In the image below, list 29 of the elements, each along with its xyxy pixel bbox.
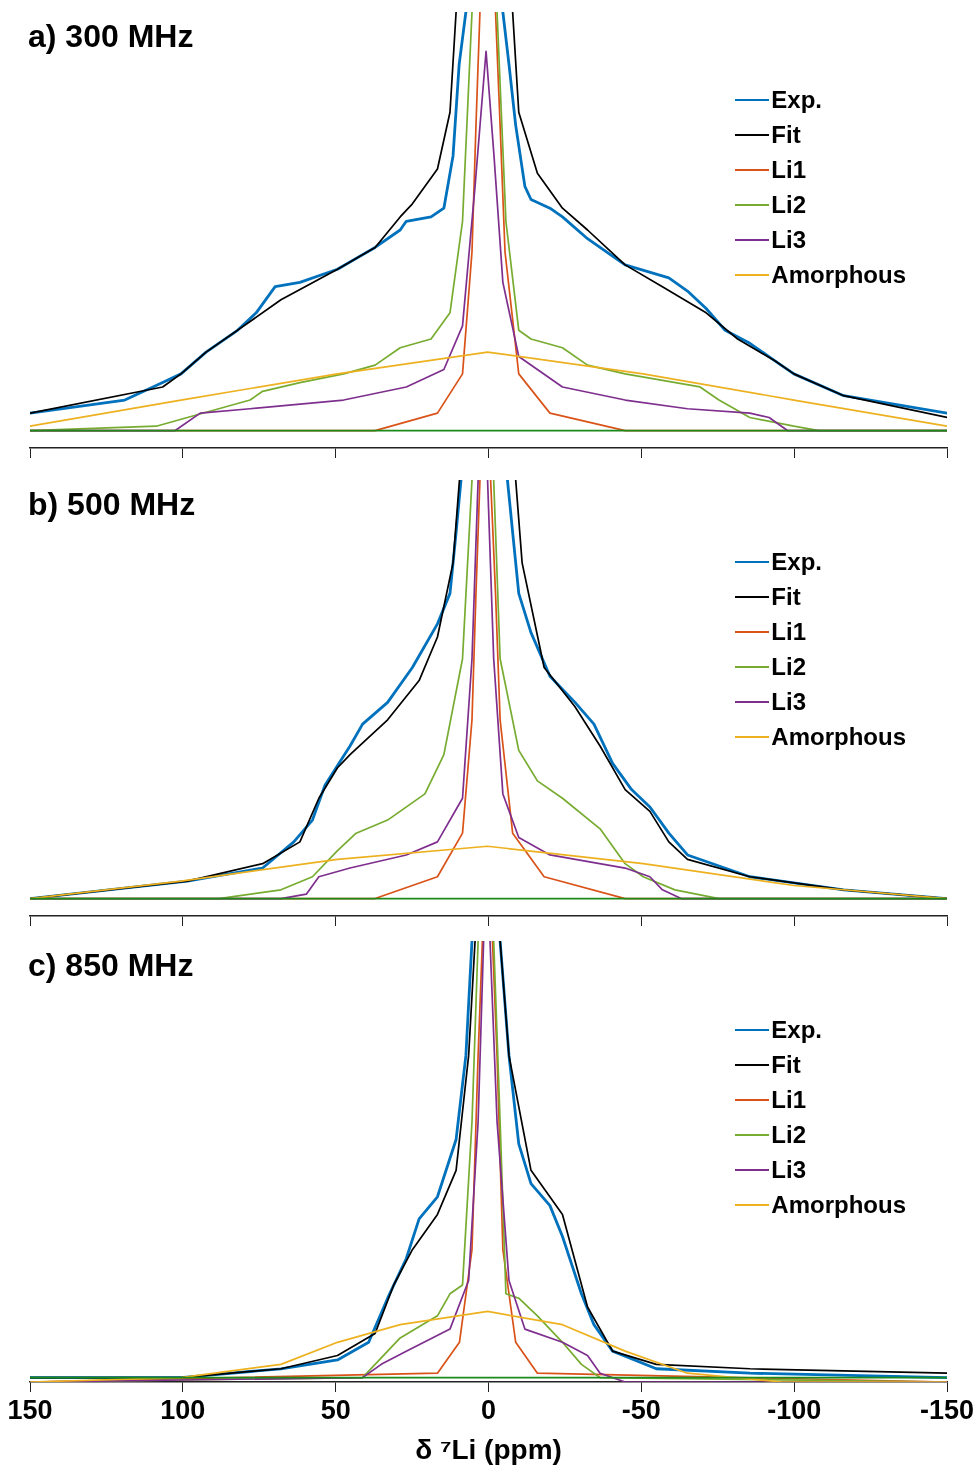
legend-label: Li3	[771, 687, 807, 717]
legend-label: Li1	[771, 1085, 807, 1115]
x-axis-title: δ ⁷Li (ppm)	[415, 1433, 562, 1465]
legend-label: Li1	[771, 155, 807, 185]
legend-label: Exp.	[771, 547, 823, 577]
legend-label: Li2	[771, 652, 807, 682]
legend-label: Exp.	[771, 1015, 823, 1045]
legend-label: Li2	[771, 190, 807, 220]
x-tick-label: 100	[160, 1394, 206, 1425]
legend-label: Amorphous	[771, 1190, 906, 1220]
x-tick-label: 50	[320, 1394, 351, 1425]
x-tick-label: 0	[480, 1394, 497, 1425]
x-tick-label: -150	[919, 1394, 975, 1425]
legend-label: Fit	[771, 582, 801, 612]
legend-label: Li1	[771, 617, 807, 647]
legend-label: Amorphous	[771, 260, 906, 290]
x-tick-label: -50	[621, 1394, 661, 1425]
legend-label: Li2	[771, 1120, 807, 1150]
chart-title: c) 850 MHz	[28, 947, 194, 984]
chart-title: b) 500 MHz	[28, 486, 196, 523]
legend-label: Amorphous	[771, 722, 906, 752]
legend-label: Exp.	[771, 85, 823, 115]
chart-title: a) 300 MHz	[28, 18, 194, 55]
legend-label: Fit	[771, 120, 801, 150]
legend-label: Li3	[771, 1155, 807, 1185]
legend-label: Li3	[771, 225, 807, 255]
legend-label: Fit	[771, 1050, 801, 1080]
x-tick-label: 150	[7, 1394, 53, 1425]
x-tick-label: -100	[767, 1394, 822, 1425]
